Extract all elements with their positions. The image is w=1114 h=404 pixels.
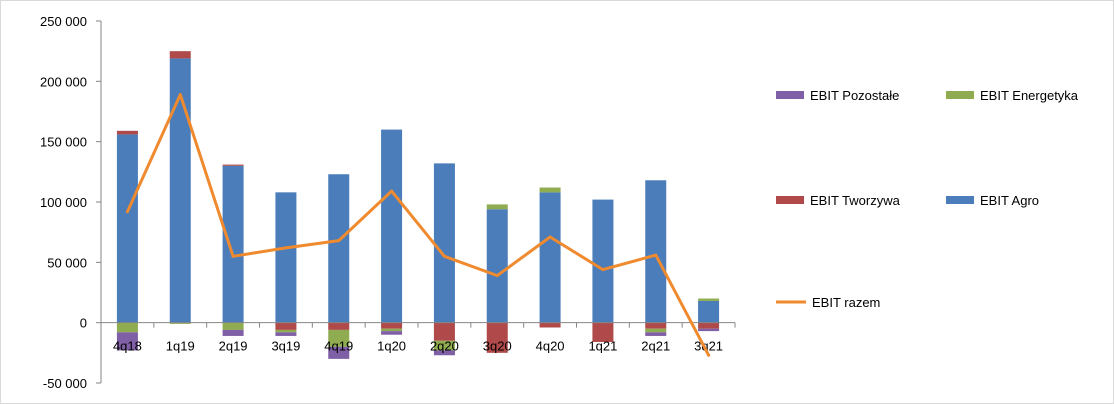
- bar-segment-ebit-agro-4q18: [116, 134, 138, 323]
- line-point-3q20: [495, 274, 499, 278]
- bar-segment-ebit-tworzywa-2q20: [433, 322, 455, 341]
- category-label: 2q21: [641, 339, 670, 354]
- bar-segment-ebit-energetyka-1q19: [169, 322, 191, 324]
- line-point-3q21: [707, 353, 711, 357]
- bar-segment-ebit-agro-1q20: [381, 129, 403, 323]
- bar-segment-ebit-tworzywa-3q20: [486, 322, 508, 353]
- bar-segment-ebit-pozostałe-2q21: [645, 332, 667, 336]
- bar-segment-ebit-agro-3q21: [698, 300, 720, 323]
- bar-segment-ebit-agro-2q21: [645, 180, 667, 323]
- bar-segment-ebit-agro-2q20: [433, 163, 455, 323]
- bar-segment-ebit-energetyka-1q20: [381, 328, 403, 332]
- bar-segment-ebit-energetyka-2q20: [433, 340, 455, 351]
- legend-label: EBIT Energetyka: [980, 88, 1079, 103]
- line-point-1q20: [390, 189, 394, 193]
- bar-segment-ebit-energetyka-3q19: [275, 329, 297, 333]
- line-point-4q20: [548, 235, 552, 239]
- bar-segment-ebit-tworzywa-2q19: [222, 164, 244, 166]
- bar-segment-ebit-tworzywa-3q19: [275, 322, 297, 330]
- line-point-1q21: [601, 268, 605, 272]
- category-label: 1q20: [377, 339, 406, 354]
- category-label: 4q20: [536, 339, 565, 354]
- bar-segment-ebit-energetyka-4q19: [328, 329, 350, 347]
- category-label: 2q20: [430, 339, 459, 354]
- y-tick-label: 0: [80, 316, 87, 331]
- bar-segment-ebit-tworzywa-4q20: [539, 322, 561, 328]
- bar-segment-ebit-agro-4q20: [539, 192, 561, 323]
- bar-segment-ebit-tworzywa-1q19: [169, 51, 191, 59]
- legend-label: EBIT razem: [812, 295, 880, 310]
- bar-segment-ebit-pozostałe-1q20: [381, 331, 403, 335]
- line-point-4q19: [337, 239, 341, 243]
- category-label: 1q21: [588, 339, 617, 354]
- bar-segment-ebit-tworzywa-4q18: [116, 130, 138, 135]
- line-point-2q20: [442, 254, 446, 258]
- y-tick-label: 50 000: [47, 255, 87, 270]
- line-point-4q18: [125, 210, 129, 214]
- category-label: 3q20: [483, 339, 512, 354]
- y-tick-label: 150 000: [40, 135, 87, 150]
- line-point-3q19: [284, 246, 288, 250]
- bar-segment-ebit-pozostałe-4q19: [328, 346, 350, 359]
- line-point-2q21: [654, 253, 658, 257]
- y-tick-label: 100 000: [40, 195, 87, 210]
- legend-label: EBIT Agro: [980, 193, 1039, 208]
- bar-segment-ebit-tworzywa-2q21: [645, 322, 667, 329]
- category-label: 3q19: [271, 339, 300, 354]
- line-point-1q19: [178, 93, 182, 97]
- bar-segment-ebit-pozostałe-3q19: [275, 332, 297, 336]
- category-label: 3q21: [694, 339, 723, 354]
- bar-segment-ebit-pozostałe-2q19: [222, 329, 244, 336]
- bar-segment-ebit-energetyka-2q21: [645, 328, 667, 333]
- category-label: 1q19: [166, 339, 195, 354]
- bar-segment-ebit-agro-4q19: [328, 174, 350, 323]
- legend-swatch: [776, 91, 804, 99]
- bar-segment-ebit-pozostałe-4q18: [116, 332, 138, 351]
- y-tick-label: 200 000: [40, 74, 87, 89]
- bar-segment-ebit-energetyka-3q21: [698, 298, 720, 301]
- bar-segment-ebit-energetyka-3q20: [486, 204, 508, 210]
- bar-segment-ebit-pozostałe-2q20: [433, 350, 455, 356]
- category-label: 4q19: [324, 339, 353, 354]
- bar-segment-ebit-energetyka-4q18: [116, 322, 138, 333]
- bar-segment-ebit-energetyka-2q19: [222, 322, 244, 330]
- y-tick-label: 250 000: [40, 14, 87, 29]
- bar-segment-ebit-agro-1q21: [592, 199, 614, 323]
- bar-segment-ebit-agro-3q19: [275, 192, 297, 323]
- bar-segment-ebit-agro-3q20: [486, 209, 508, 323]
- legend-swatch: [946, 91, 974, 99]
- legend-label: EBIT Pozostałe: [810, 88, 899, 103]
- bar-segment-ebit-energetyka-4q20: [539, 187, 561, 193]
- bar-segment-ebit-agro-1q19: [169, 58, 191, 323]
- legend-swatch: [776, 196, 804, 204]
- line-ebit-razem: [125, 93, 711, 357]
- category-label: 4q18: [113, 339, 142, 354]
- bar-segment-ebit-tworzywa-3q21: [698, 322, 720, 329]
- bar-segment-ebit-pozostałe-3q21: [698, 328, 720, 332]
- legend-swatch: [946, 196, 974, 204]
- plot-area: -50 000 0 50 000 100 000 150 000 200 000 250 0…: [40, 14, 736, 391]
- bar-segment-ebit-tworzywa-1q21: [592, 322, 614, 342]
- y-tick-label: -50 000: [43, 376, 87, 391]
- bar-segment-ebit-agro-2q19: [222, 165, 244, 323]
- legend-label: EBIT Tworzywa: [810, 193, 901, 208]
- line-point-2q19: [231, 254, 235, 258]
- bar-segment-ebit-tworzywa-4q19: [328, 322, 350, 330]
- category-label: 2q19: [219, 339, 248, 354]
- bar-segment-ebit-tworzywa-1q20: [381, 322, 403, 329]
- legend: EBIT Pozostałe EBIT Energetyka EBIT Tworzy…: [776, 88, 1079, 310]
